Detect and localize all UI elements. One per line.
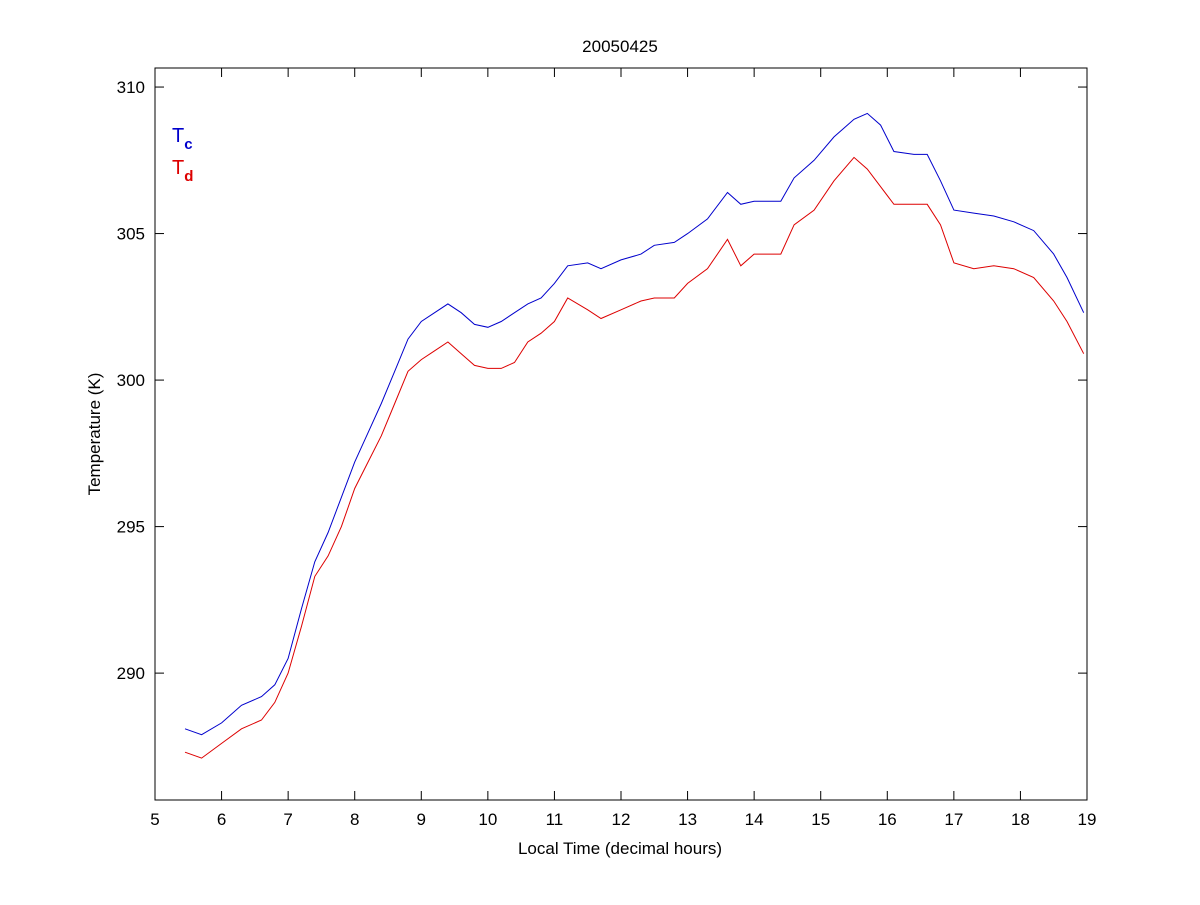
x-tick-label: 12	[612, 810, 631, 829]
x-tick-label: 17	[944, 810, 963, 829]
x-tick-label: 16	[878, 810, 897, 829]
x-tick-label: 18	[1011, 810, 1030, 829]
x-axis-label: Local Time (decimal hours)	[518, 839, 722, 858]
y-tick-label: 305	[117, 225, 145, 244]
x-tick-label: 5	[150, 810, 159, 829]
x-tick-label: 15	[811, 810, 830, 829]
chart-title: 20050425	[582, 37, 658, 56]
x-tick-label: 7	[283, 810, 292, 829]
legend-entry-Tc: Tc	[172, 125, 193, 153]
x-tick-label: 14	[745, 810, 764, 829]
x-tick-label: 19	[1078, 810, 1097, 829]
series-line-Tc	[184, 112, 1085, 736]
legend-entry-Td: Td	[172, 157, 193, 185]
x-tick-label: 10	[478, 810, 497, 829]
y-tick-label: 300	[117, 371, 145, 390]
x-tick-label: 13	[678, 810, 697, 829]
plot-area	[154, 67, 1088, 801]
y-tick-label: 295	[117, 518, 145, 537]
x-tick-label: 6	[217, 810, 226, 829]
x-tick-label: 11	[546, 810, 564, 829]
y-tick-label: 310	[117, 78, 145, 97]
series-line-Td	[184, 156, 1085, 759]
y-axis-label: Temperature (K)	[85, 373, 104, 496]
x-tick-label: 9	[417, 810, 426, 829]
y-tick-label: 290	[117, 664, 145, 683]
x-tick-label: 8	[350, 810, 359, 829]
